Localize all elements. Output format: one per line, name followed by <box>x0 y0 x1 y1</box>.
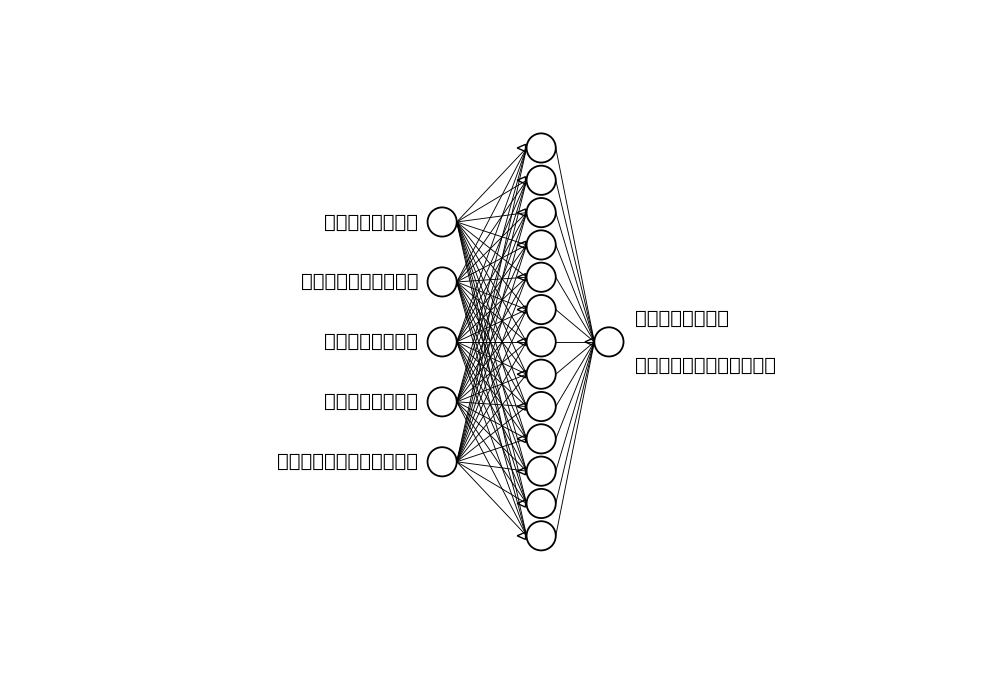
Circle shape <box>527 230 556 259</box>
Text: 当前时刻环境相对湿度: 当前时刻环境相对湿度 <box>301 272 418 291</box>
Circle shape <box>527 295 556 324</box>
Circle shape <box>428 387 457 416</box>
Circle shape <box>527 521 556 550</box>
Circle shape <box>527 133 556 162</box>
Circle shape <box>428 327 457 357</box>
Circle shape <box>527 392 556 421</box>
Circle shape <box>594 327 624 357</box>
Text: 当前时刻环境温度: 当前时刻环境温度 <box>324 213 418 232</box>
Circle shape <box>428 267 457 297</box>
Circle shape <box>527 424 556 454</box>
Text: 当前时刻机组功率: 当前时刻机组功率 <box>635 309 729 328</box>
Circle shape <box>527 327 556 357</box>
Text: （当前时刻机组运行状态）: （当前时刻机组运行状态） <box>277 452 418 471</box>
Text: （或当前时刻机组制热量）: （或当前时刻机组制热量） <box>635 356 776 375</box>
Circle shape <box>527 263 556 292</box>
Circle shape <box>527 166 556 195</box>
Circle shape <box>428 207 457 236</box>
Circle shape <box>527 359 556 389</box>
Circle shape <box>527 489 556 518</box>
Circle shape <box>428 447 457 477</box>
Circle shape <box>527 198 556 227</box>
Text: 前一时刻供水温度: 前一时刻供水温度 <box>324 393 418 412</box>
Text: 当前时刻回水温度: 当前时刻回水温度 <box>324 332 418 351</box>
Circle shape <box>527 456 556 486</box>
